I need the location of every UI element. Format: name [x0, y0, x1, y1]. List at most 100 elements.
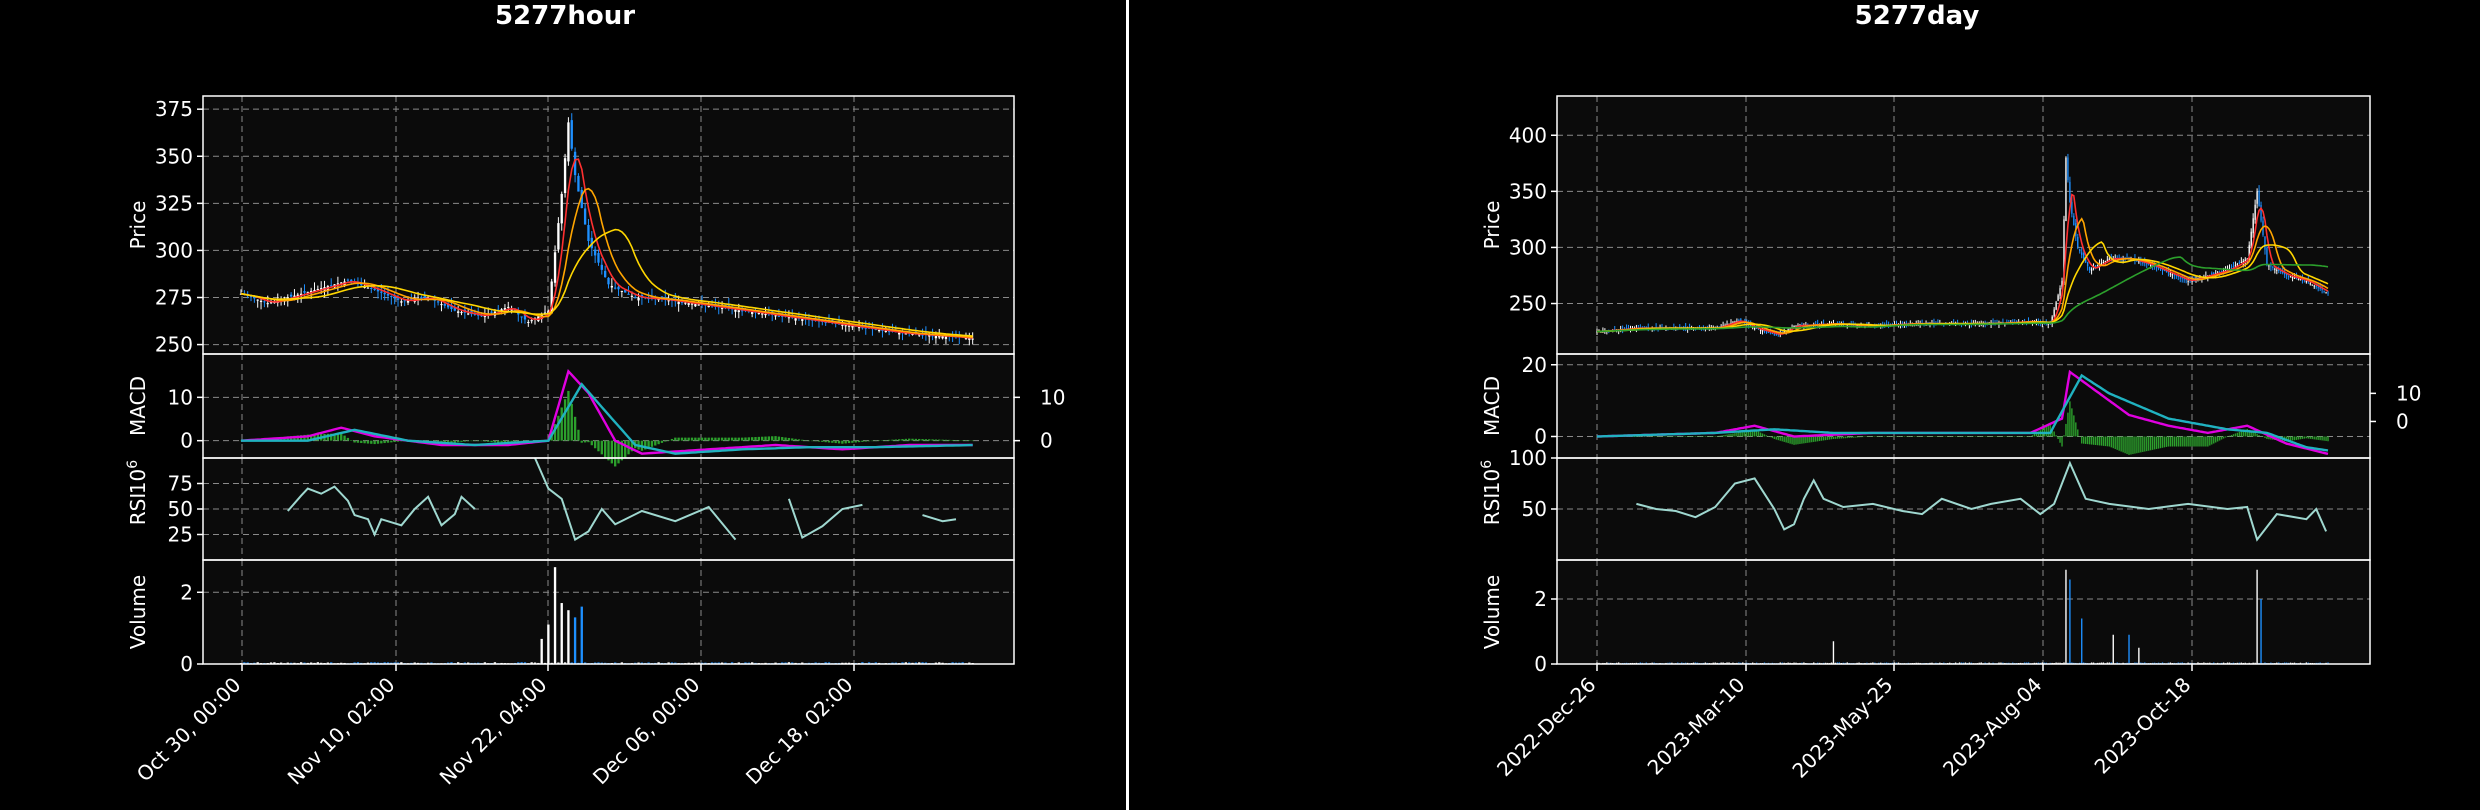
hourly-candle-body [360, 282, 363, 286]
hourly-macd-hist-bar [847, 440, 851, 444]
hourly-candle-body [320, 288, 323, 290]
hourly-macd-hist-bar [924, 439, 928, 441]
hourly-volume-bar [814, 662, 817, 664]
daily-macd-hist-bar [2112, 436, 2114, 449]
daily-macd-hist-bar [1811, 436, 1813, 443]
hourly-x-tick-label: Nov 22, 04:00 [435, 673, 552, 790]
hourly-macd-hist-bar [580, 440, 583, 443]
hourly-candle-body [757, 313, 761, 315]
daily-volume-border [1556, 559, 2371, 665]
daily-macd-hist-bar [2118, 436, 2120, 451]
daily-macd-hist-bar [1795, 436, 1797, 445]
daily-macd-hist-bar [2049, 423, 2051, 437]
daily-volume-bar [1872, 662, 1874, 664]
daily-macd-hist-bar [1891, 436, 1894, 437]
hourly-candle-body [884, 330, 887, 332]
hourly-volume-bar [580, 606, 583, 664]
daily-macd-hist-bar [1860, 436, 1862, 438]
daily-volume-bar [1813, 662, 1815, 664]
daily-candle-body [2142, 262, 2144, 264]
hourly-signal-line [241, 382, 973, 455]
daily-macd-hist-bar [1732, 433, 1734, 437]
hourly-macd-hist-bar [460, 440, 463, 442]
daily-candle-body [2171, 274, 2174, 276]
hourly-price-tick-label: 275 [155, 286, 193, 310]
daily-volume-bar [2181, 662, 2183, 664]
daily-candle-body [1761, 330, 1764, 332]
daily-macd-hist-bar [1876, 436, 1878, 437]
hourly-candle-body [370, 287, 373, 289]
hourly-candle-body [607, 277, 610, 285]
hourly-macd-hist-bar [901, 439, 904, 441]
daily-macd-hist-bar [1781, 436, 1783, 442]
daily-volume-bar [1714, 662, 1716, 664]
hourly-candle-body [440, 304, 443, 306]
daily-macd-hist-bar [2130, 436, 2132, 455]
hourly-candle-body [750, 312, 754, 314]
daily-volume-tick-label: 0 [1534, 652, 1547, 676]
hourly-x-tick-label: Dec 18, 02:00 [741, 673, 858, 790]
daily-candle-body [2285, 274, 2288, 276]
hourly-candle-body [964, 337, 968, 340]
hourly-candle-body [667, 300, 670, 302]
hourly-volume-bar [781, 662, 784, 664]
daily-macd-hist-bar [1736, 432, 1738, 437]
daily-macd-hist-bar [1911, 436, 1913, 437]
daily-candle-body [2213, 273, 2215, 275]
hourly-macd-hist-bar [360, 440, 363, 444]
hourly-candle-body [694, 304, 697, 307]
daily-macd-tick-label: 0 [1534, 424, 1547, 448]
daily-candle-body [2211, 273, 2213, 275]
hourly-candle-body [603, 270, 607, 278]
hourly-candle-body [346, 279, 350, 281]
hourly-macd-hist-bar [383, 440, 386, 444]
hourly-candle-body [634, 297, 637, 299]
hourly-macd-hist-bar [791, 438, 794, 441]
hourly-price-panel [203, 96, 1014, 354]
hourly-candle-body [887, 331, 891, 333]
hourly-volume-bar [904, 662, 908, 664]
daily-candle-body [1596, 331, 1598, 333]
daily-volume-bar [1803, 662, 1805, 664]
hourly-macd-hist-bar [864, 440, 867, 442]
hourly-macd-hist-bar [921, 439, 924, 441]
daily-macd-hist-bar [2053, 431, 2055, 437]
daily-macd-hist-bar [1696, 436, 1699, 437]
daily-macd-hist-bar [1976, 436, 1978, 437]
hourly-rsi-line [287, 485, 476, 538]
daily-macd-hist-bar [1897, 436, 1900, 437]
daily-candle-body [2256, 191, 2258, 204]
daily-macd-hist-bar [2246, 428, 2248, 437]
daily-macd-hist-bar [2014, 436, 2016, 437]
hourly-macd-hist-bar [958, 440, 961, 441]
daily-x-tick-label: 2022-Dec-26 [1492, 673, 1601, 782]
daily-volume-bar [1596, 662, 1598, 664]
hourly-macd-hist-bar [740, 437, 744, 441]
daily-macd-hist-bar [2209, 436, 2211, 446]
daily-macd-hist-bar [2175, 436, 2177, 447]
daily-macd-hist-bar [2019, 436, 2022, 437]
daily-macd-hist-bar [2016, 436, 2018, 437]
hourly-macd-hist-bar [353, 440, 356, 443]
hourly-volume-bar [523, 662, 527, 664]
daily-macd-hist-bar [2140, 436, 2142, 453]
hourly-macd-hist-bar [714, 437, 717, 441]
hourly-volume-bar [918, 662, 921, 664]
hourly-macd-hist-bar [366, 440, 370, 444]
daily-macd-hist-bar [1688, 436, 1691, 437]
daily-candle-body [2169, 273, 2172, 275]
daily-macd-hist-bar [2116, 436, 2118, 450]
daily-macd-hist-bar [1801, 436, 1803, 444]
daily-macd-hist-bar [2142, 436, 2144, 452]
daily-macd-hist-bar [1909, 436, 1911, 437]
hourly-macd-hist-bar [557, 415, 560, 441]
hourly-volume-bar [657, 662, 660, 664]
daily-macd-hist-bar [2077, 429, 2079, 437]
hourly-macd-hist-bar [350, 440, 353, 441]
daily-candle-body [2179, 277, 2181, 279]
hourly-macd-hist-bar [593, 440, 597, 449]
daily-macd-hist-bar [1692, 436, 1695, 437]
daily-volume-bar [1704, 662, 1707, 664]
hourly-macd-hist-bar [747, 437, 750, 441]
daily-macd-hist-bar [1714, 436, 1716, 437]
